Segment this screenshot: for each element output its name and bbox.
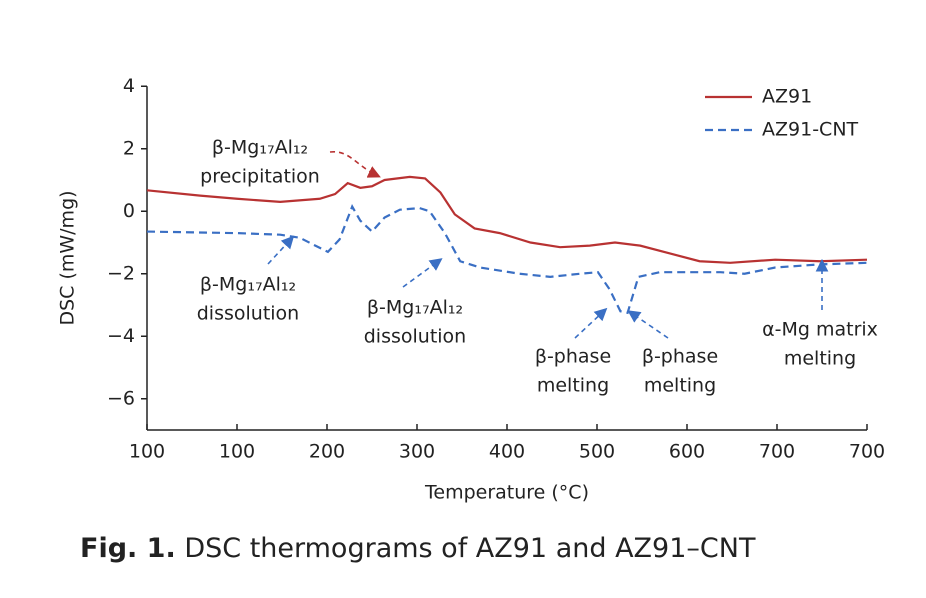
series-line	[146, 204, 868, 315]
y-tick-label: 0	[123, 200, 135, 222]
x-tick-label: 600	[669, 441, 705, 463]
x-tick-label: 700	[759, 441, 795, 463]
caption: Fig. 1. DSC thermograms of AZ91 and AZ91…	[80, 533, 756, 564]
legend-label: AZ91	[762, 86, 812, 108]
annotation-text: melting	[537, 375, 609, 397]
series-line	[146, 175, 868, 264]
x-tick-label: 100	[219, 441, 255, 463]
y-tick-label: 4	[123, 75, 135, 97]
annotation-text: precipitation	[200, 166, 320, 188]
annotation-arrow	[402, 258, 443, 288]
y-tick-label: −2	[107, 262, 135, 284]
y-tick-label: −6	[107, 387, 135, 409]
annotation-text: dissolution	[197, 303, 299, 325]
annotation-text: β-Mg₁₇Al₁₂	[200, 274, 296, 296]
y-tick-label: −4	[107, 325, 135, 347]
annotation-text: dissolution	[364, 326, 466, 348]
legend-label: AZ91-CNT	[762, 119, 859, 141]
annotation-text: α-Mg matrix	[762, 319, 878, 341]
y-tick-label: 2	[123, 137, 135, 159]
caption-label: Fig. 1.	[80, 533, 176, 564]
x-tick-label: 400	[489, 441, 525, 463]
annotation-arrow	[267, 235, 295, 265]
annotation-text: melting	[784, 348, 856, 370]
x-tick-label: 500	[579, 441, 615, 463]
annotation-arrow	[574, 307, 608, 339]
x-tick-label: 700	[849, 441, 885, 463]
annotation-arrow	[329, 151, 381, 178]
annotation-text: β-Mg₁₇Al₁₂	[367, 297, 463, 319]
annotation-text: melting	[644, 375, 716, 397]
x-tick-label: 100	[129, 441, 165, 463]
annotation-text: β-Mg₁₇Al₁₂	[212, 137, 308, 159]
annotation-arrow	[627, 310, 669, 339]
annotation-text: β-phase	[535, 346, 611, 368]
x-tick-label: 200	[309, 441, 345, 463]
y-axis-label: DSC (mW/mg)	[57, 190, 79, 325]
x-axis-label: Temperature (°C)	[424, 482, 589, 504]
x-tick-label: 300	[399, 441, 435, 463]
annotation-text: β-phase	[642, 346, 718, 368]
caption-text: DSC thermograms of AZ91 and AZ91–CNT	[184, 533, 756, 564]
